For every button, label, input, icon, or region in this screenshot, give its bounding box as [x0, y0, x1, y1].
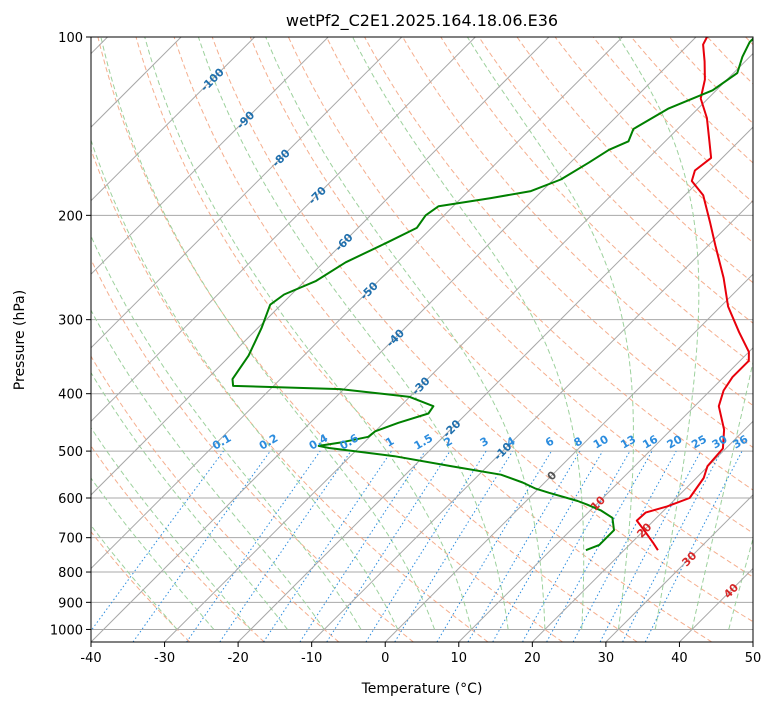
- mixing-ratio-line: [132, 450, 271, 642]
- moist-adiabat-line: [91, 309, 325, 630]
- y-tick-label: 800: [58, 566, 83, 581]
- x-tick-label: 30: [598, 651, 615, 666]
- gridlines: [91, 37, 753, 630]
- mixing-ratio-line: [492, 450, 604, 642]
- moist-adiabat-line: [144, 37, 472, 630]
- moist-adiabat-line: [728, 536, 753, 630]
- profile-series: [231, 37, 753, 552]
- dry-adiabat-line: [91, 531, 191, 642]
- moist-adiabats: [91, 37, 753, 630]
- mixing-ratio-line: [522, 450, 631, 642]
- isotherm-line: [605, 494, 753, 642]
- moist-adiabat-line: [265, 37, 546, 630]
- isotherm-line: [91, 37, 697, 642]
- dry-adiabat-line: [592, 37, 753, 204]
- x-axis-label: Temperature (°C): [361, 681, 483, 697]
- x-tick-label: -20: [227, 651, 248, 666]
- y-tick-label: 200: [58, 209, 83, 224]
- x-tick-label: 0: [381, 651, 389, 666]
- x-tick-label: 20: [524, 651, 541, 666]
- y-tick-label: 700: [58, 532, 83, 547]
- isotherm-line: [531, 420, 753, 642]
- mixing-ratio-line: [467, 450, 581, 642]
- moist-adiabat-line: [91, 234, 362, 630]
- isotherm-line: [91, 37, 329, 275]
- moist-adiabat-line: [466, 37, 634, 630]
- y-axis-label: Pressure (hPa): [12, 290, 28, 390]
- moist-adiabat-line: [100, 37, 436, 630]
- dry-adiabat-line: [97, 37, 563, 642]
- dewpoint-series-line: [231, 37, 753, 552]
- x-tick-label: 40: [671, 651, 688, 666]
- x-tick-label: -30: [154, 651, 175, 666]
- isotherm-line: [164, 52, 753, 642]
- dry-adiabat-line: [135, 37, 638, 642]
- dry-adiabat-line: [91, 148, 489, 642]
- mixing-ratio-line: [436, 450, 552, 642]
- isotherm-line: [458, 347, 753, 642]
- dry-adiabat-line: [287, 37, 753, 534]
- mixing-ratio-line: [394, 450, 514, 642]
- isotherm-line: [311, 199, 753, 642]
- dry-adiabat-line: [516, 37, 753, 284]
- isotherm-line: [752, 641, 753, 642]
- mixing-ratio-line: [219, 450, 352, 642]
- dry-adiabat-line: [478, 37, 753, 324]
- moist-adiabat-line: [691, 359, 753, 630]
- isotherms: [91, 37, 753, 642]
- chart-title: wetPf2_C2E1.2025.164.18.06.E36: [286, 11, 558, 31]
- dry-adiabat-line: [249, 37, 753, 578]
- isotherm-line: [91, 37, 476, 423]
- y-tick-label: 600: [58, 492, 83, 507]
- dry-adiabat-line: [326, 37, 753, 491]
- plot-background: [91, 37, 753, 642]
- axes: -40 -30 -20 -10 0 10 20 30 40 50 100 200 300 400 500 60…: [50, 31, 761, 666]
- moist-adiabat-line: [91, 138, 399, 630]
- dry-adiabat-line: [211, 37, 753, 623]
- y-tick-label: 500: [58, 445, 83, 460]
- isotherm-line: [237, 126, 753, 642]
- mixing-ratio-line: [572, 450, 677, 642]
- isotherm-line: [384, 273, 753, 642]
- dry-adiabat-line: [91, 355, 340, 642]
- x-tick-label: 50: [745, 651, 762, 666]
- plot-frame: [90, 36, 754, 643]
- moist-adiabat-line: [618, 37, 700, 630]
- dry-adiabat-line: [173, 37, 713, 642]
- dry-adiabat-line: [402, 37, 753, 407]
- moist-adiabat-line: [197, 37, 509, 630]
- y-tick-label: 300: [58, 314, 83, 329]
- isotherm-line: [91, 37, 550, 496]
- x-tick-label: -10: [301, 651, 322, 666]
- moist-adiabat-line: [352, 37, 585, 630]
- dry-adiabat-line: [440, 37, 753, 365]
- mixing-ratio-line: [365, 450, 487, 642]
- isotherm-line: [91, 37, 623, 570]
- isotherm-line: [91, 37, 403, 349]
- x-tick-label: 10: [451, 651, 468, 666]
- isotherm-line: [91, 37, 256, 202]
- temperature-series-line: [635, 37, 750, 551]
- y-tick-label: 1000: [50, 623, 83, 638]
- x-tick-label: -40: [80, 651, 101, 666]
- y-tick-label: 400: [58, 388, 83, 403]
- y-tick-label: 900: [58, 596, 83, 611]
- y-tick-label: 100: [58, 31, 83, 46]
- mixing-ratio-line: [186, 450, 321, 642]
- mixing-ratio-line: [326, 450, 451, 642]
